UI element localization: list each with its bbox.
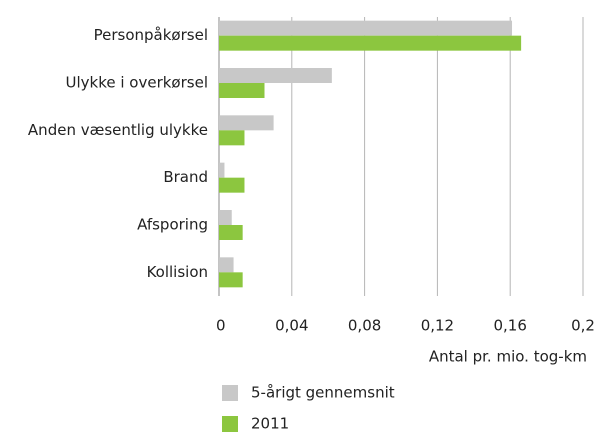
y-tick-label: Brand (163, 168, 208, 186)
y-tick-label: Kollision (147, 263, 208, 281)
y-tick-label: Anden væsentlig ulykke (28, 121, 208, 139)
x-tick-label: 0 (216, 317, 226, 335)
x-tick-label: 0,08 (348, 317, 381, 335)
bar (219, 225, 243, 240)
x-tick-label: 0,2 (571, 317, 595, 335)
legend-swatch (222, 385, 238, 401)
bar (219, 68, 332, 83)
legend-swatch (222, 416, 238, 432)
y-tick-label: Afsporing (137, 216, 208, 234)
bar (219, 177, 245, 193)
bar (219, 272, 243, 288)
x-tick-label: 0,16 (493, 317, 526, 335)
x-axis-label: Antal pr. mio. tog-km (429, 348, 587, 366)
x-tick-label: 0,04 (275, 317, 308, 335)
bar (219, 210, 232, 225)
bar (219, 257, 234, 273)
y-tick-label: Personpåkørsel (94, 26, 208, 44)
bar (219, 35, 522, 51)
legend-label: 5-årigt gennemsnit (251, 384, 395, 402)
bar (219, 83, 265, 98)
bar (219, 20, 513, 36)
bar (219, 162, 225, 178)
bar (219, 130, 245, 146)
bar (219, 115, 274, 131)
x-tick-label: 0,12 (421, 317, 454, 335)
y-tick-label: Ulykke i overkørsel (66, 74, 209, 92)
legend-label: 2011 (251, 415, 289, 433)
